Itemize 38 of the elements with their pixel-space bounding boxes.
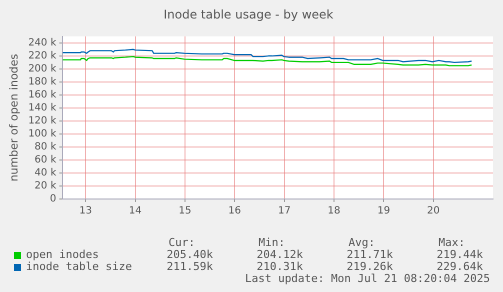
text: 205.40k <box>166 248 213 261</box>
y-tick-label: 100 k <box>28 128 56 140</box>
y-tick-label: 60 k <box>34 154 56 166</box>
text: Max: <box>438 236 465 249</box>
text: 204.12k <box>256 248 303 261</box>
y-tick-label: 140 k <box>28 102 56 114</box>
y-tick-label: 220 k <box>28 50 56 62</box>
x-tick-label: 17 <box>278 206 291 217</box>
text: 219.26k <box>346 260 393 273</box>
x-tick-label: 15 <box>178 206 192 217</box>
text: 211.59k <box>166 260 213 273</box>
y-tick-label: 80 k <box>34 142 56 153</box>
x-tick-label: 13 <box>79 206 92 217</box>
text: Last update: Mon Jul 21 08:20:04 2025 <box>244 272 490 285</box>
y-tick-label: 0 <box>50 194 56 205</box>
y-tick-label: 120 k <box>28 116 56 127</box>
text: 219.44k <box>436 248 483 261</box>
x-tick-label: 16 <box>228 206 242 217</box>
text: 229.64k <box>436 260 483 273</box>
x-tick-label: 18 <box>328 206 340 217</box>
y-axis-title: number of open inodes <box>7 54 20 182</box>
chart-title: Inode table usage - by week <box>164 7 334 22</box>
y-tick-label: 20 k <box>34 180 56 192</box>
y-tick-label: 180 k <box>28 76 56 88</box>
legend-label: inode table size <box>26 260 132 273</box>
y-tick-label: 240 k <box>28 38 56 48</box>
y-tick-label: 160 k <box>28 90 56 101</box>
x-tick-label: 19 <box>377 206 390 217</box>
text: 210.31k <box>256 260 303 273</box>
text: 211.71k <box>346 248 393 261</box>
x-tick-label: 14 <box>128 206 142 217</box>
y-tick-label: 200 k <box>28 64 56 75</box>
legend-label: open inodes <box>26 248 99 261</box>
text: Avg: <box>348 236 375 249</box>
x-tick-label: 20 <box>427 206 440 217</box>
text: Cur: <box>168 236 195 249</box>
text: Min: <box>258 236 285 249</box>
y-tick-label: 40 k <box>34 168 56 179</box>
